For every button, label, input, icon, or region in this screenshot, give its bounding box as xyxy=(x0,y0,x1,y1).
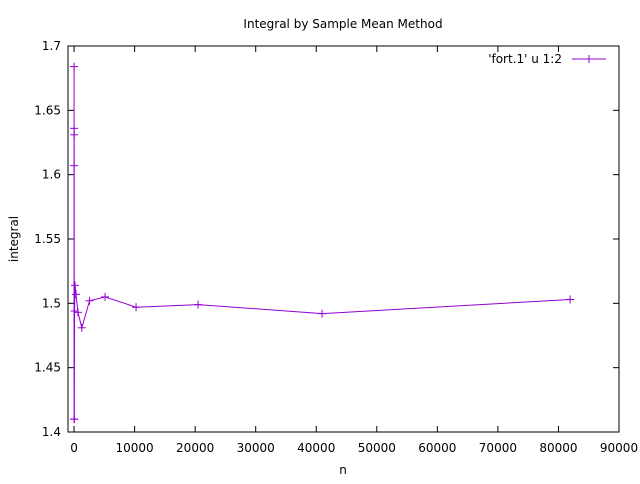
data-point xyxy=(73,308,82,317)
chart-title: Integral by Sample Mean Method xyxy=(243,17,442,31)
x-tick-label: 60000 xyxy=(418,441,456,455)
x-tick-label: 70000 xyxy=(479,441,517,455)
x-tick-label: 90000 xyxy=(600,441,638,455)
y-tick-label: 1.5 xyxy=(42,296,61,310)
data-point xyxy=(194,300,203,309)
x-tick-label: 30000 xyxy=(237,441,275,455)
x-ticks: 0 10000 20000 30000 40000 50000 60000 70000 8000… xyxy=(70,46,638,455)
data-point xyxy=(77,323,86,332)
data-point xyxy=(566,295,575,304)
data-point xyxy=(70,130,79,139)
plot-frame xyxy=(67,45,620,433)
y-tick-label: 1.45 xyxy=(34,361,61,375)
series-line xyxy=(73,66,571,420)
legend-marker xyxy=(585,55,593,63)
data-point xyxy=(70,161,79,170)
data-point xyxy=(70,307,79,316)
series-layer xyxy=(70,62,575,424)
data-point xyxy=(71,290,80,299)
y-tick-label: 1.4 xyxy=(42,425,61,439)
legend-label: 'fort.1' u 1:2 xyxy=(488,52,562,66)
data-point xyxy=(85,296,94,305)
y-tick-label: 1.65 xyxy=(34,103,61,117)
y-tick-label: 1.55 xyxy=(34,232,61,246)
y-ticks: 1.4 1.45 1.5 1.55 1.6 1.65 1.7 xyxy=(34,39,619,439)
x-tick-label: 50000 xyxy=(358,441,396,455)
legend: 'fort.1' u 1:2 xyxy=(488,52,606,66)
x-tick-label: 10000 xyxy=(116,441,154,455)
data-point xyxy=(318,309,327,318)
x-tick-label: 20000 xyxy=(176,441,214,455)
x-tick-label: 0 xyxy=(70,441,78,455)
data-point xyxy=(70,62,79,71)
y-tick-label: 1.7 xyxy=(42,39,61,53)
data-point xyxy=(101,292,110,301)
data-point xyxy=(132,303,141,312)
data-point xyxy=(70,415,79,424)
y-tick-label: 1.6 xyxy=(42,168,61,182)
y-axis-label: integral xyxy=(7,216,21,262)
x-axis-label: n xyxy=(339,463,347,477)
x-tick-label: 40000 xyxy=(297,441,335,455)
x-tick-label: 80000 xyxy=(539,441,577,455)
data-point xyxy=(71,281,80,290)
